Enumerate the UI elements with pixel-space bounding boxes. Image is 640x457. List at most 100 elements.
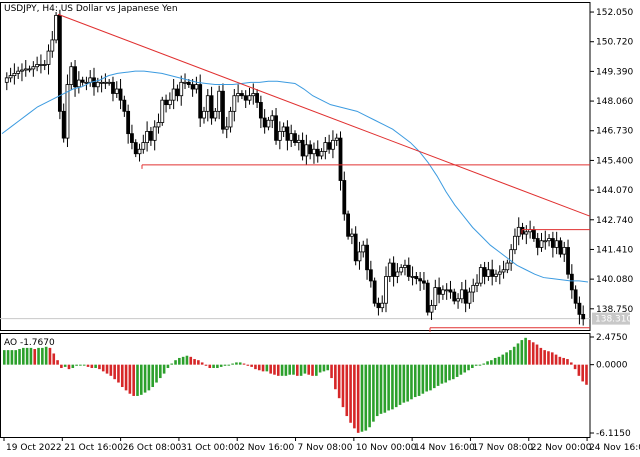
candle-body bbox=[167, 99, 172, 106]
ao-bar bbox=[417, 364, 421, 396]
ao-bar bbox=[452, 364, 455, 380]
ao-bar bbox=[63, 364, 67, 367]
ao-bar bbox=[98, 364, 101, 370]
ao-bar bbox=[3, 350, 6, 365]
candle-body bbox=[349, 233, 354, 237]
candle-body bbox=[46, 50, 51, 65]
ao-bar bbox=[474, 364, 478, 366]
candle-body bbox=[550, 238, 555, 248]
time-tick-label: 31 Oct 00:00 bbox=[181, 443, 240, 453]
candle-body bbox=[160, 99, 165, 123]
candle-body bbox=[323, 142, 328, 152]
ao-bar bbox=[139, 364, 143, 395]
ao-bar bbox=[326, 364, 330, 371]
candle-body bbox=[240, 93, 244, 97]
ao-bar bbox=[478, 364, 482, 366]
candle-body bbox=[562, 247, 567, 255]
candle-body bbox=[452, 291, 457, 302]
candle-body bbox=[448, 289, 453, 293]
ao-bar bbox=[166, 364, 170, 369]
candle-body bbox=[573, 289, 578, 304]
ao-bar bbox=[223, 364, 227, 366]
candle-body bbox=[387, 262, 392, 277]
candle-body bbox=[107, 81, 112, 84]
candle-body bbox=[198, 84, 203, 119]
candle-body bbox=[334, 137, 339, 141]
ao-bar bbox=[208, 364, 212, 369]
candle-body bbox=[490, 269, 495, 277]
ao-bar bbox=[402, 364, 406, 403]
time-tick-label: 17 Nov 08:00 bbox=[472, 443, 533, 453]
candle-body bbox=[111, 81, 115, 94]
candle-body bbox=[312, 148, 316, 155]
candle-body bbox=[372, 280, 377, 304]
candle-body bbox=[50, 39, 55, 52]
candle-body bbox=[175, 88, 180, 97]
candle-body bbox=[289, 133, 294, 141]
candle-body bbox=[228, 110, 233, 128]
ao-bar bbox=[22, 347, 25, 365]
price-tick-label: 142.740 bbox=[596, 216, 633, 226]
ao-bar bbox=[219, 364, 223, 367]
ao-bar bbox=[60, 364, 63, 369]
candle-body bbox=[338, 137, 343, 181]
candle-body bbox=[581, 313, 586, 320]
ao-bar bbox=[585, 364, 588, 385]
ao-bar bbox=[554, 354, 558, 365]
candle-body bbox=[80, 79, 85, 83]
ao-bar bbox=[524, 337, 527, 365]
ao-bar bbox=[573, 364, 577, 370]
candle-body bbox=[410, 276, 415, 278]
candle-body bbox=[315, 148, 320, 157]
ao-bar bbox=[535, 344, 539, 365]
ao-bar bbox=[562, 357, 565, 365]
candle-body bbox=[255, 93, 259, 103]
ao-bar bbox=[235, 362, 238, 365]
ao-bar bbox=[379, 364, 383, 414]
ao-bar bbox=[569, 362, 573, 365]
candle-body bbox=[247, 95, 252, 101]
ao-bar bbox=[257, 364, 261, 371]
candle-body bbox=[395, 271, 400, 277]
ao-bar bbox=[242, 363, 246, 365]
candle-body bbox=[368, 269, 373, 282]
ao-bar bbox=[284, 364, 288, 376]
ao-bar bbox=[566, 359, 569, 365]
candle-body bbox=[27, 68, 32, 71]
candle-body bbox=[509, 249, 514, 264]
ao-bar bbox=[444, 364, 448, 383]
current-price-badge bbox=[592, 312, 630, 325]
candle-body bbox=[114, 88, 119, 94]
ao-bar bbox=[364, 364, 368, 431]
ao-bar bbox=[67, 364, 71, 370]
trendline bbox=[57, 13, 591, 217]
ao-bar bbox=[200, 362, 204, 365]
candle-body bbox=[505, 262, 510, 271]
candle-body bbox=[463, 289, 468, 304]
candle-body bbox=[69, 66, 74, 85]
ao-bar bbox=[231, 363, 234, 365]
candle-body bbox=[12, 73, 17, 77]
ao-bar bbox=[124, 364, 128, 391]
ao-bar bbox=[162, 364, 166, 374]
candle-body bbox=[513, 235, 517, 251]
candle-body bbox=[516, 226, 521, 237]
candle-body bbox=[148, 131, 153, 141]
candle-body bbox=[433, 287, 438, 306]
candle-body bbox=[270, 115, 275, 121]
ao-bar bbox=[79, 364, 82, 366]
ao-bar bbox=[155, 364, 158, 383]
candle-body bbox=[539, 240, 544, 248]
ao-bar bbox=[543, 350, 546, 365]
price-tick-label: 148.060 bbox=[596, 97, 633, 107]
ao-bar bbox=[448, 364, 451, 381]
ao-bar bbox=[105, 364, 109, 374]
ao-bar bbox=[307, 364, 311, 375]
candle-body bbox=[171, 88, 176, 101]
ao-bar bbox=[455, 364, 459, 377]
ao-bar bbox=[136, 364, 139, 396]
main-panel-frame bbox=[0, 2, 591, 331]
ao-bar bbox=[189, 356, 193, 365]
candle-body bbox=[221, 90, 225, 130]
